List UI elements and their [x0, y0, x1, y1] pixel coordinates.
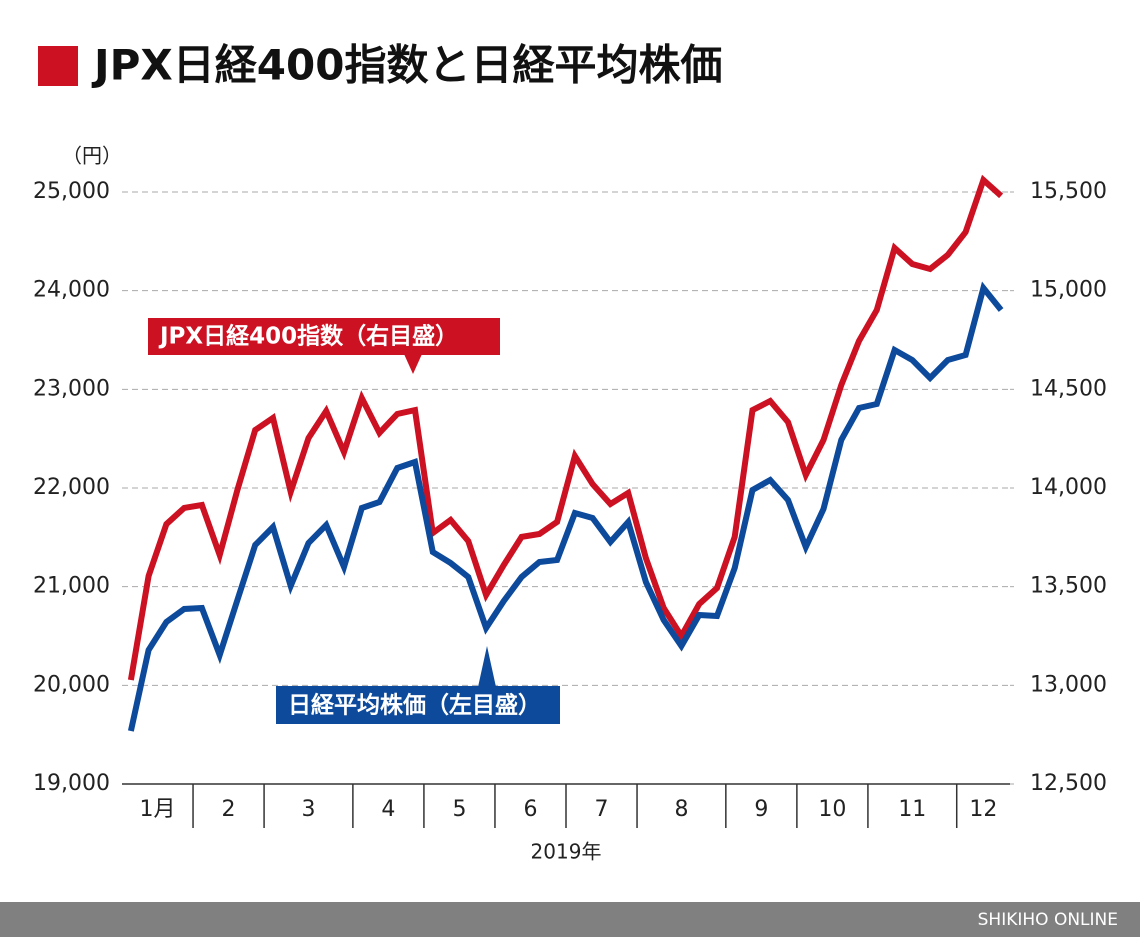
- x-tick-label: 2: [222, 797, 236, 822]
- y2-tick-label: 13,000: [1030, 672, 1107, 697]
- title-marker: [38, 46, 78, 86]
- label-pointer: [404, 354, 422, 374]
- y2-tick-label: 12,500: [1030, 771, 1107, 796]
- y2-tick-label: 13,500: [1030, 574, 1107, 599]
- x-tick-label: 1月: [140, 797, 176, 822]
- label-box: [276, 686, 560, 724]
- x-tick-label: 3: [301, 797, 315, 822]
- x-tick-label: 6: [523, 797, 537, 822]
- series-line: [127, 281, 1004, 732]
- source: SHIKIHO ONLINE: [978, 910, 1118, 930]
- y-tick-label: 25,000: [33, 179, 110, 204]
- y2-tick-label: 14,000: [1030, 475, 1107, 500]
- series-line: [127, 174, 1004, 681]
- y-tick-label: 20,000: [33, 672, 110, 697]
- y-tick-label: 23,000: [33, 376, 110, 401]
- x-tick-label: 4: [381, 797, 395, 822]
- x-tick-label: 9: [754, 797, 768, 822]
- y2-tick-label: 15,000: [1030, 278, 1107, 303]
- y2-tick-label: 14,500: [1030, 376, 1107, 401]
- label-box: [148, 318, 500, 355]
- chart-title: JPX日経400指数と日経平均株価: [91, 41, 722, 90]
- x-tick-label: 11: [898, 797, 926, 822]
- y-tick-label: 22,000: [33, 475, 110, 500]
- footer-bar: [0, 902, 1140, 937]
- x-tick-label: 12: [969, 797, 997, 822]
- y-tick-label: 19,000: [33, 771, 110, 796]
- x-tick-label: 7: [595, 797, 609, 822]
- x-tick-label: 10: [818, 797, 846, 822]
- plot-area: 19,000 20,000 21,000 22,000 23,000 24,000 25,0…: [33, 174, 1107, 828]
- x-axis-label: 2019年: [531, 840, 602, 864]
- x-tick-label: 8: [674, 797, 688, 822]
- y2-tick-label: 15,500: [1030, 179, 1107, 204]
- x-tick-label: 5: [452, 797, 466, 822]
- label-pointer: [478, 646, 496, 687]
- y-tick-label: 21,000: [33, 574, 110, 599]
- series-label: JPX日経400指数（右目盛）: [158, 323, 458, 350]
- y-unit: （円）: [62, 144, 122, 168]
- series-label: 日経平均株価（左目盛）: [288, 692, 541, 719]
- y-tick-label: 24,000: [33, 278, 110, 303]
